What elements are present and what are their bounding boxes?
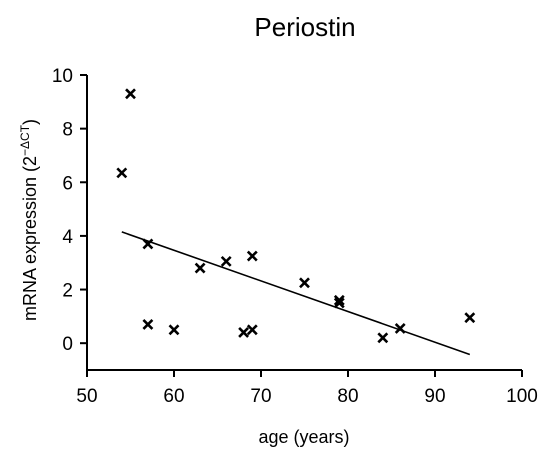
data-points — [116, 88, 476, 344]
y-tick-label: 8 — [62, 120, 73, 141]
y-tick-label: 2 — [62, 281, 73, 302]
data-point-marker — [194, 262, 206, 274]
x-tick-label: 80 — [337, 386, 358, 407]
x-tick-label: 70 — [250, 386, 271, 407]
y-axis-label-main: mRNA expression (2 — [20, 156, 40, 321]
data-point-marker — [464, 312, 476, 324]
data-point-marker — [246, 250, 258, 262]
data-point-marker — [333, 294, 345, 306]
data-point-marker — [377, 332, 389, 344]
data-point-marker — [168, 324, 180, 336]
data-point-marker — [246, 324, 258, 336]
x-tick-label: 100 — [506, 386, 538, 407]
data-point-marker — [125, 88, 136, 100]
y-axis-label-superscript: −ΔCT — [18, 124, 32, 156]
y-tick-label: 6 — [62, 173, 73, 194]
y-tick-label: 0 — [62, 334, 73, 355]
y-axis-label: mRNA expression (2−ΔCT) — [18, 119, 40, 321]
data-point-marker — [394, 323, 406, 334]
data-point-marker — [238, 327, 250, 338]
x-axis-label: age (years) — [258, 427, 349, 447]
regression-line — [121, 231, 471, 356]
data-point-marker — [220, 255, 232, 267]
y-tick-label: 10 — [52, 66, 73, 87]
x-tick-label: 60 — [163, 386, 184, 407]
chart-title: Periostin — [254, 12, 355, 42]
x-tick-label: 90 — [424, 386, 445, 407]
trendline-layer — [121, 231, 471, 356]
x-tick-label: 50 — [76, 386, 97, 407]
y-axis-title: mRNA expression (2−ΔCT) — [18, 119, 40, 321]
data-point-marker — [299, 277, 310, 289]
data-point-marker — [142, 318, 154, 330]
y-tick-label: 4 — [62, 227, 73, 248]
data-point-marker — [116, 167, 128, 179]
y-axis-label-close: ) — [20, 119, 40, 125]
y-ticks: 0 2 4 6 8 10 — [52, 66, 87, 355]
x-ticks: 50 60 70 80 90 100 — [76, 370, 538, 407]
data-point-marker — [333, 297, 345, 309]
data-point-marker — [142, 238, 154, 250]
